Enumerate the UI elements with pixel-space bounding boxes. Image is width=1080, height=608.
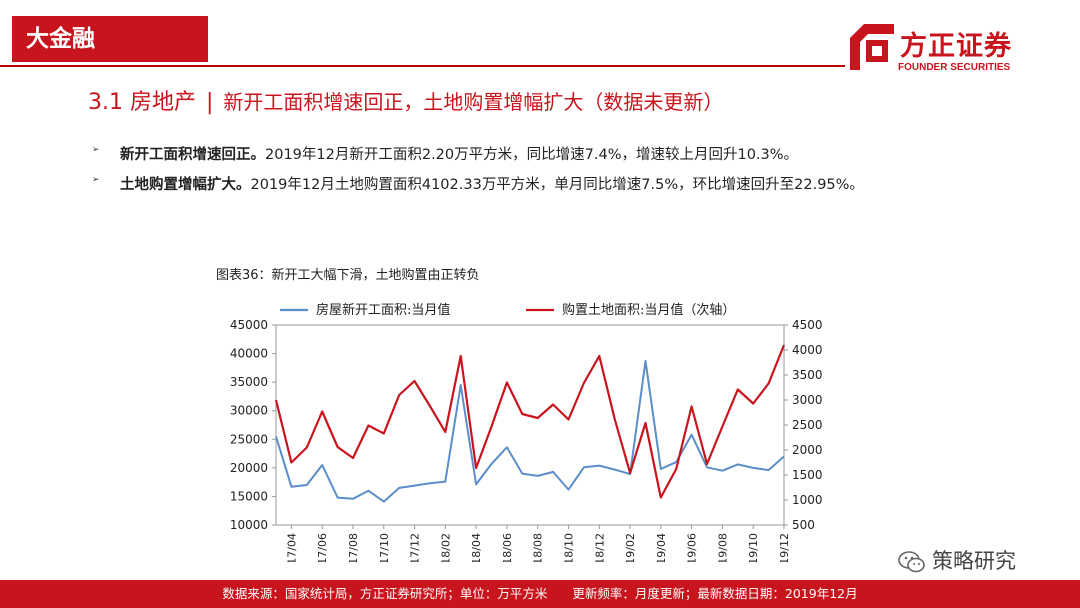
x-tick-label: 17/08 (347, 533, 360, 562)
y-left-tick-label: 25000 (230, 432, 268, 446)
x-tick-label: 17/04 (285, 533, 298, 562)
bullet-heading: 新开工面积增速回正。 (120, 147, 265, 163)
bullet-arrow-icon: ➢ (92, 145, 100, 155)
x-tick-label: 19/06 (686, 533, 699, 562)
y-left-tick-label: 20000 (230, 461, 268, 475)
x-tick-label: 17/06 (316, 533, 329, 562)
y-left-tick-label: 30000 (230, 404, 268, 418)
bullet-item: ➢ 新开工面积增速回正。2019年12月新开工面积2.20万平方米，同比增速7.… (90, 143, 864, 173)
page-title: 3.1 房地产 | 新开工面积增速回正，土地购置增幅扩大（数据未更新） (88, 84, 723, 116)
line-chart: 10000 15000 20000 25000 30000 35000 40000 45000… (230, 302, 823, 562)
x-tick-label: 17/12 (409, 533, 422, 562)
x-tick-label: 18/02 (439, 533, 452, 562)
y-right-tick-label: 4000 (792, 343, 823, 357)
bullet-text: 2019年12月土地购置面积4102.33万平方米，单月同比增速7.5%，环比增… (250, 177, 864, 193)
title-text: 新开工面积增速回正，土地购置增幅扩大（数据未更新） (223, 90, 724, 114)
y-right-tick-label: 4500 (792, 318, 823, 332)
legend-label: 购置土地面积:当月值（次轴） (562, 302, 735, 318)
logo-text-en: FOUNDER SECURITIES (898, 62, 1011, 73)
x-tick-label: 18/04 (470, 533, 483, 562)
y-right-tick-label: 2000 (792, 443, 823, 457)
source-bar: 数据来源：国家统计局，方正证券研究所；单位：万平方米 更新频率：月度更新；最新数… (0, 580, 1080, 608)
figure-caption: 图表36：新开工大幅下滑，土地购置由正转负 (216, 268, 480, 283)
plot-frame (275, 324, 785, 526)
y-left-tick-label: 45000 (230, 318, 268, 332)
section-tag: 大金融 (12, 16, 208, 62)
x-tick-label: 19/10 (747, 533, 760, 562)
bullet-heading: 土地购置增幅扩大。 (120, 177, 251, 193)
y-left-tick-label: 15000 (230, 489, 268, 503)
x-tick-label: 17/10 (378, 533, 391, 562)
y-left-tick-label: 40000 (230, 347, 268, 361)
wechat-icon (898, 551, 925, 573)
founder-logo-icon (850, 24, 894, 70)
x-tick-label: 18/06 (501, 533, 514, 562)
series-line-1 (275, 360, 785, 503)
x-tick-label: 18/12 (593, 533, 606, 562)
x-tick-label: 18/08 (532, 533, 545, 562)
y-left-tick-label: 10000 (230, 518, 268, 532)
x-tick-label: 19/12 (778, 533, 791, 562)
bullet-item: ➢ 土地购置增幅扩大。2019年12月土地购置面积4102.33万平方米，单月同… (90, 173, 864, 203)
legend-label: 房屋新开工面积:当月值 (316, 302, 450, 318)
y-right-tick-label: 3000 (792, 393, 823, 407)
x-tick-label: 18/10 (562, 533, 575, 562)
y-right-tick-label: 500 (792, 518, 815, 532)
y-right-tick-label: 1000 (792, 493, 823, 507)
bullet-text: 2019年12月新开工面积2.20万平方米，同比增速7.4%，增速较上月回升10… (265, 147, 799, 163)
x-tick-label: 19/02 (624, 533, 637, 562)
header-divider (0, 65, 845, 67)
watermark-text: 策略研究 (932, 549, 1016, 573)
x-tick-label: 19/08 (716, 533, 729, 562)
y-right-tick-label: 2500 (792, 418, 823, 432)
company-logo: 方正证券 FOUNDER SECURITIES (850, 24, 1035, 76)
y-left-tick-label: 35000 (230, 375, 268, 389)
title-separator: | (205, 90, 214, 115)
x-tick-label: 19/04 (655, 533, 668, 562)
wechat-watermark: 策略研究 (898, 545, 1016, 575)
series-line-2 (274, 344, 786, 499)
bullet-list: ➢ 新开工面积增速回正。2019年12月新开工面积2.20万平方米，同比增速7.… (90, 143, 864, 203)
y-right-tick-label: 3500 (792, 368, 823, 382)
bullet-arrow-icon: ➢ (92, 175, 100, 185)
logo-text-cn: 方正证券 (900, 31, 1012, 62)
y-right-tick-label: 1500 (792, 468, 823, 482)
section-number: 3.1 房地产 (88, 90, 196, 115)
